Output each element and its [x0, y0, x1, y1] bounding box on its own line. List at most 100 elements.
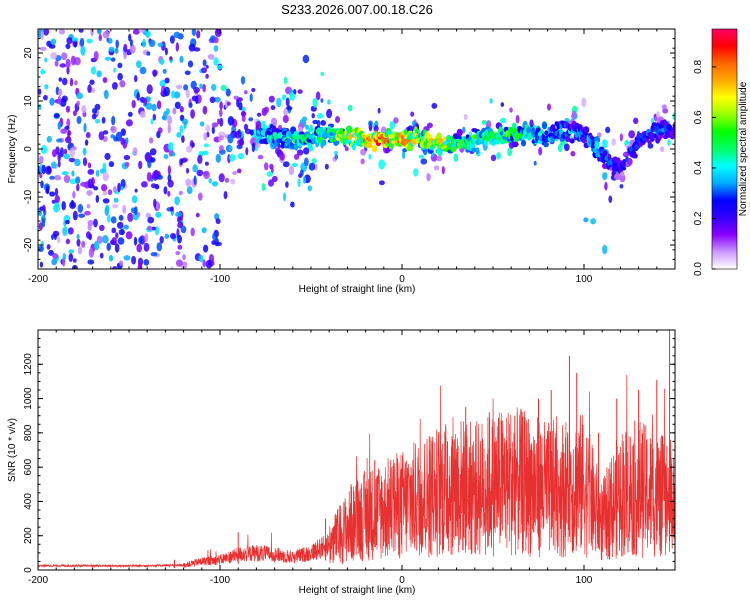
spectrogram-cell	[71, 37, 79, 42]
spectrogram-cell	[373, 125, 379, 133]
spectrogram-cell	[62, 227, 67, 236]
spectrogram-cell	[67, 129, 71, 140]
spectrogram-cell	[496, 152, 501, 160]
spectrogram-cell	[320, 98, 324, 103]
spectrogram-cell	[61, 201, 66, 211]
spectrogram-cell	[102, 198, 110, 204]
spectrogram-cell	[191, 29, 197, 36]
spectrogram-cell	[63, 148, 68, 155]
spectrogram-cell	[87, 220, 94, 226]
spectrogram-cell	[80, 181, 88, 187]
spectrogram-cell	[218, 173, 225, 183]
spectrogram-cell	[69, 147, 75, 158]
spectrogram-cell	[219, 101, 223, 110]
spectrogram-cell	[76, 233, 80, 240]
spectrogram-cell	[426, 173, 431, 182]
spectrogram-cell	[386, 130, 393, 135]
spectrogram-cell	[216, 64, 223, 70]
spectrogram-cell	[104, 56, 112, 61]
spectrogram-cell	[72, 210, 78, 221]
spectrogram-cell	[193, 175, 197, 186]
spectrogram-cell	[311, 113, 315, 119]
spectrogram-cell	[39, 261, 44, 268]
spectrogram-cell	[132, 29, 140, 35]
spectrogram-cell	[431, 102, 438, 109]
spectrogram-cell	[604, 181, 608, 191]
spectrogram-cell	[175, 42, 179, 52]
spectrogram-cell	[334, 154, 339, 160]
spectrogram-cell	[622, 152, 629, 157]
spectrogram-cell	[76, 100, 80, 106]
spectrogram-cell	[54, 60, 59, 67]
spectrogram-cell	[202, 259, 206, 268]
spectrogram-cell	[115, 232, 119, 239]
spectrogram-cell	[92, 107, 98, 114]
spectrogram-cell	[311, 137, 317, 144]
spectrogram-cell	[110, 57, 116, 62]
spectrogram-cell	[594, 140, 600, 149]
spectrogram-cell	[602, 244, 608, 255]
spectrogram-cell	[77, 203, 84, 213]
spectrogram-cell	[203, 244, 209, 253]
spectrogram-cell	[78, 29, 84, 33]
spectrogram-cell	[281, 127, 287, 132]
spectrogram-cell	[167, 165, 171, 176]
spectrogram-cell	[116, 221, 124, 229]
spectrogram-cell	[165, 108, 170, 115]
spectrogram-cell	[436, 155, 443, 162]
spectrogram-cell	[481, 119, 487, 126]
spectrogram-cell	[199, 121, 205, 127]
spectrogram-cell	[93, 240, 100, 251]
spectrogram-cell	[279, 152, 285, 161]
spectrogram-cell	[302, 116, 307, 122]
spectrogram-cell	[201, 67, 207, 74]
spectrogram-cell	[87, 259, 95, 265]
spectrogram-cell	[232, 170, 238, 175]
spectrogram-cell	[65, 43, 71, 50]
snr-line	[38, 374, 675, 569]
spectrogram-cell	[90, 66, 97, 75]
spectrogram-cell	[102, 130, 109, 135]
spectrogram-cell	[41, 164, 46, 175]
spectrogram-cell	[569, 138, 575, 144]
spectrogram-cell	[93, 51, 99, 61]
spectrogram-cell	[81, 105, 87, 114]
spectrogram-cell	[101, 116, 106, 124]
spectrogram-cell	[662, 108, 669, 114]
spectrogram-cell	[144, 233, 149, 242]
spectrogram-cell	[87, 84, 92, 94]
spectrogram-cell	[138, 29, 145, 33]
spectrogram-cell	[634, 144, 641, 149]
spectrogram-cell	[509, 107, 513, 113]
spectrogram-cell	[281, 131, 287, 136]
spectrogram-cell	[327, 99, 331, 105]
spectrogram-cell	[315, 91, 321, 101]
spectrogram-cell	[456, 128, 463, 137]
spectrogram-cell	[307, 185, 312, 192]
spectrogram-cell	[360, 148, 367, 156]
spectrogram-cell	[59, 63, 67, 68]
spectrogram-cell	[68, 157, 76, 163]
spectrogram-cell	[112, 186, 117, 193]
spectrogram-cell	[127, 212, 134, 222]
spectrogram-cell	[543, 142, 549, 148]
spectrogram-cell	[255, 120, 262, 130]
x-tick-label: -100	[210, 274, 230, 285]
spectrogram-cell	[177, 244, 183, 250]
spectrogram-cell	[133, 75, 138, 83]
spectrogram-cell	[69, 201, 77, 209]
spectrogram-cell	[175, 211, 182, 217]
spectrogram-cell	[84, 210, 91, 216]
spectrogram-cell	[127, 111, 133, 117]
spectrogram-cell	[226, 101, 231, 106]
spectrogram-cell	[614, 173, 621, 181]
spectrogram-cell	[148, 39, 156, 48]
spectrogram-cell	[490, 154, 497, 162]
spectrogram-cell	[597, 132, 602, 138]
spectrogram-cell	[98, 131, 105, 141]
spectrogram-cell	[114, 47, 119, 54]
y-tick-label: 20	[23, 47, 34, 59]
spectrogram-cell	[125, 231, 133, 240]
spectrogram-cell	[654, 116, 658, 122]
